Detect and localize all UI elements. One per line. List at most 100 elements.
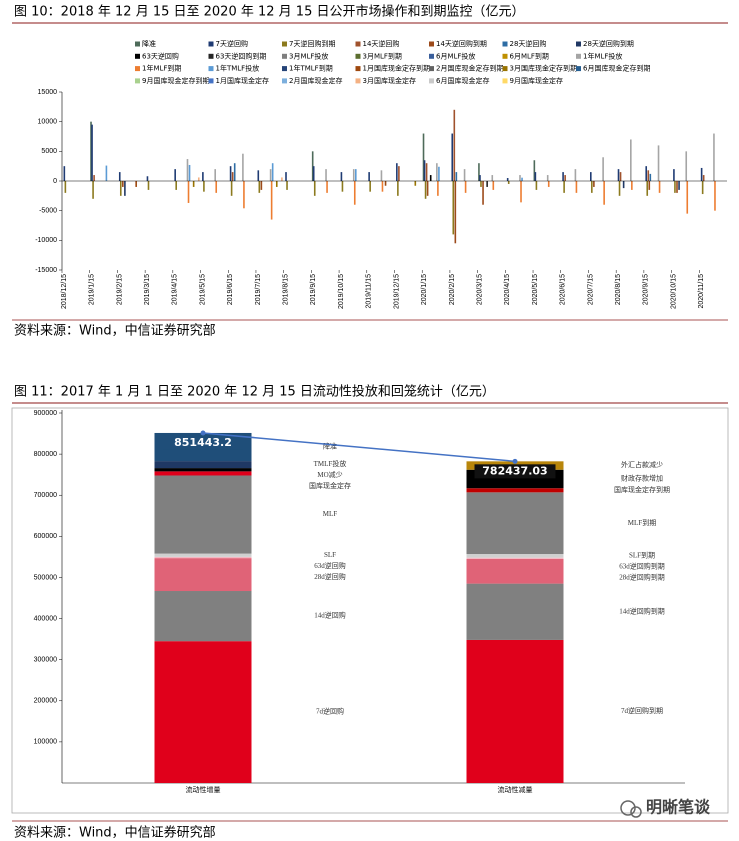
bar [231, 172, 234, 181]
legend-label: 28天逆回购 [510, 39, 547, 48]
bar [491, 175, 494, 181]
legend-label: 1月国库现金定存到期 [363, 64, 430, 73]
bar [352, 169, 355, 181]
legend-swatch [502, 53, 508, 59]
bar [146, 176, 149, 181]
legend-label: 9月国库现金定存 [510, 76, 563, 85]
bar [657, 145, 660, 181]
bar [563, 181, 565, 193]
bar [482, 181, 484, 205]
legend-swatch [429, 78, 434, 84]
x-tick-label: 2020/6/15 [560, 274, 567, 305]
x-tick-label: 2020/7/15 [587, 274, 594, 305]
segment-label: MLF [323, 510, 338, 518]
bar-segment [466, 554, 564, 558]
y-tick-label: 10000 [38, 119, 58, 126]
bar [686, 181, 689, 214]
legend-label: 9月国库现金定存到期 [142, 76, 209, 85]
bar [285, 172, 287, 181]
bar [451, 133, 454, 181]
legend-label: 7天逆回购 [216, 39, 248, 48]
bar [507, 181, 510, 184]
bar [631, 181, 633, 190]
x-tick-label: 2019/6/15 [227, 274, 234, 305]
legend-label: 6月MLF投放 [436, 51, 475, 60]
x-tick-label: 流动性减量 [498, 785, 533, 794]
x-tick-label: 2019/1/15 [89, 274, 96, 305]
legend-swatch [135, 41, 140, 47]
bar [93, 175, 95, 181]
legend-label: 1年MLF到期 [142, 64, 181, 73]
legend-swatch [576, 41, 581, 47]
bar [64, 181, 67, 193]
bar [591, 181, 593, 193]
bar-segment [154, 461, 252, 469]
bar [369, 181, 371, 192]
x-tick-label: 2019/2/15 [116, 274, 123, 305]
bar [174, 169, 176, 181]
bar [562, 172, 564, 181]
legend-swatch [135, 66, 140, 72]
legend-swatch [282, 66, 287, 72]
x-tick-label: 2020/8/15 [615, 274, 622, 305]
segment-label: 63d逆回购 [314, 561, 346, 570]
bar [396, 163, 398, 181]
segment-label: 28d逆回购 [314, 572, 346, 581]
bar [257, 170, 260, 181]
bar [647, 170, 650, 181]
bar [188, 164, 191, 181]
total-label: 782437.03 [482, 464, 547, 477]
segment-label: 降准 [323, 442, 337, 451]
bar [135, 181, 137, 187]
bar [452, 181, 455, 235]
bar [464, 181, 467, 193]
bar [381, 181, 384, 192]
bar [648, 181, 651, 190]
bar [480, 181, 482, 187]
x-tick-label: 流动性增量 [186, 785, 221, 794]
bar [105, 165, 108, 181]
legend-label: 6月MLF到期 [510, 52, 549, 60]
segment-label: 63d逆回购到期 [619, 561, 665, 570]
legend-swatch [208, 66, 214, 72]
x-tick-label: 2019/9/15 [310, 274, 317, 305]
legend-label: 1年MLF投放 [583, 51, 622, 60]
bar [658, 181, 661, 193]
x-tick-label: 2019/4/15 [172, 274, 179, 305]
bar [90, 121, 92, 181]
bar [547, 181, 550, 187]
bar [713, 133, 715, 181]
bar-segment [154, 475, 252, 554]
y-tick-label: 400000 [34, 615, 57, 622]
bar [118, 172, 121, 181]
segment-label: SLF到期 [629, 551, 655, 559]
legend-swatch [282, 78, 287, 84]
legend-swatch [576, 53, 581, 59]
bar [649, 173, 652, 181]
bar [630, 139, 632, 181]
y-tick-label: -5000 [39, 208, 57, 215]
bar [575, 181, 578, 193]
legend-label: 63天逆回购到期 [216, 51, 267, 60]
x-tick-label: 2018/12/15 [61, 274, 68, 309]
segment-label: TMLF投放 [314, 459, 347, 468]
legend-swatch [502, 66, 508, 72]
bar [702, 175, 705, 181]
bar-segment [466, 558, 564, 584]
bar [603, 181, 605, 205]
bar [242, 153, 244, 181]
legend-swatch [429, 53, 434, 59]
bar [617, 169, 620, 181]
legend-swatch [135, 53, 140, 59]
legend-label: 6月国库现金定存 [436, 76, 489, 85]
bar [414, 181, 417, 186]
x-tick-label: 2019/12/15 [393, 274, 400, 309]
y-tick-label: 800000 [34, 451, 57, 458]
bar [492, 181, 495, 190]
bar [618, 181, 621, 196]
bar [92, 181, 94, 199]
bar [486, 181, 488, 187]
legend-swatch [355, 78, 361, 84]
bar [678, 181, 680, 190]
legend-swatch [208, 41, 214, 47]
